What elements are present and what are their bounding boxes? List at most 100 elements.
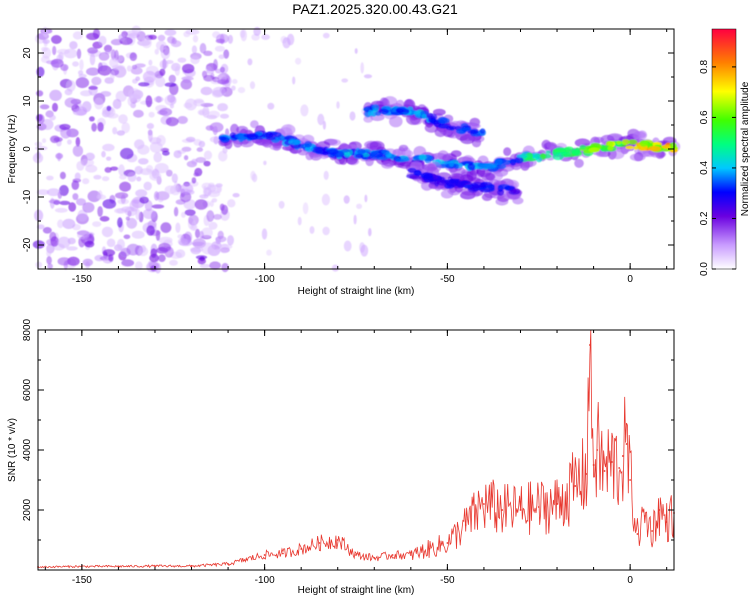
heatmap-cell: [130, 67, 143, 75]
heatmap-cell: [155, 76, 166, 88]
heatmap-cell: [42, 138, 47, 144]
y-tick-label: 8000: [22, 318, 33, 341]
heatmap-cell: [368, 228, 372, 237]
snr-data-point: [651, 530, 653, 532]
snr-data-point: [446, 542, 449, 544]
chart-title: PAZ1.2025.320.00.43.G21: [292, 1, 458, 17]
heatmap-cell: [150, 265, 157, 272]
heatmap-cell: [364, 194, 368, 203]
heatmap-cell: [354, 48, 358, 54]
heatmap-cell: [173, 206, 179, 217]
y-tick-label: 20: [22, 47, 33, 59]
heatmap-cell: [198, 230, 204, 239]
snr-data-point: [618, 467, 621, 469]
heatmap-cell: [174, 65, 180, 76]
heatmap-cell: [177, 57, 187, 63]
snr-data-point: [629, 479, 631, 481]
heatmap-cell: [240, 29, 247, 42]
heatmap-cell: [227, 199, 236, 208]
heatmap-cell: [552, 153, 564, 161]
snr-data-point: [300, 548, 303, 550]
heatmap-cell: [403, 157, 410, 162]
heatmap-cell: [67, 139, 72, 145]
heatmap-cell: [214, 45, 225, 52]
heatmap-cell: [153, 191, 160, 201]
x-tick-label: -50: [440, 274, 455, 285]
snr-plot-area: [38, 330, 674, 570]
heatmap-cell: [154, 48, 159, 55]
heatmap-cell: [504, 185, 516, 191]
heatmap-cell: [171, 173, 178, 183]
heatmap-cell: [201, 227, 213, 238]
heatmap-cell: [263, 160, 267, 166]
heatmap-cell: [116, 208, 124, 214]
heatmap-cell: [191, 177, 197, 184]
snr-data-point: [227, 563, 230, 565]
heatmap-cell: [416, 113, 422, 118]
heatmap-cell: [218, 54, 225, 60]
heatmap-cell: [41, 46, 48, 52]
heatmap-cell: [126, 217, 138, 229]
heatmap-cell: [227, 235, 234, 246]
heatmap-cell: [317, 113, 325, 126]
heatmap-cell: [467, 129, 479, 135]
heatmap-cell: [52, 45, 57, 56]
spectrogram-x-label: Height of straight line (km): [298, 286, 415, 297]
heatmap-cell: [446, 180, 458, 187]
snr-data-point: [643, 515, 646, 517]
heatmap-cell: [46, 188, 61, 197]
heatmap-cell: [593, 136, 605, 144]
heatmap-cell: [175, 249, 186, 259]
heatmap-cell: [125, 216, 130, 221]
heatmap-cell: [62, 218, 76, 229]
heatmap-cell: [77, 209, 88, 222]
heatmap-cell: [355, 153, 364, 158]
heatmap-cell: [322, 226, 330, 236]
heatmap-cell: [288, 139, 302, 145]
heatmap-cell: [195, 157, 207, 163]
heatmap-cell: [157, 110, 168, 115]
heatmap-cell: [480, 163, 493, 169]
heatmap-cell: [102, 249, 116, 257]
heatmap-cell: [138, 82, 150, 87]
heatmap-cell: [107, 113, 119, 119]
snr-series-line: [37, 329, 675, 569]
heatmap-cell: [479, 128, 486, 134]
heatmap-cell: [579, 145, 587, 150]
heatmap-cell: [46, 175, 54, 181]
heatmap-cell: [250, 170, 256, 181]
heatmap-cell: [217, 79, 230, 85]
heatmap-cell: [116, 130, 126, 136]
heatmap-cell: [57, 257, 71, 266]
snr-data-point: [282, 552, 284, 555]
heatmap-cell: [326, 139, 341, 146]
heatmap-cell: [118, 114, 128, 124]
y-tick-label: 6000: [22, 378, 33, 401]
heatmap-cell: [57, 236, 71, 249]
heatmap-cell: [302, 202, 309, 215]
heatmap-cell: [190, 247, 202, 255]
heatmap-cell: [146, 123, 154, 130]
heatmap-cell: [420, 173, 434, 179]
heatmap-cell: [421, 114, 427, 119]
heatmap-cell: [104, 167, 112, 173]
heatmap-cell: [344, 152, 351, 158]
heatmap-cell: [485, 172, 496, 181]
x-tick-label: 0: [627, 274, 633, 285]
heatmap-cell: [369, 140, 385, 152]
heatmap-cell: [206, 210, 215, 223]
heatmap-cell: [461, 127, 472, 131]
heatmap-cell: [160, 222, 172, 233]
heatmap-cell: [633, 130, 642, 141]
heatmap-cell: [432, 108, 446, 116]
heatmap-cell: [78, 70, 84, 76]
heatmap-cell: [590, 142, 601, 149]
heatmap-cell: [381, 149, 390, 155]
heatmap-cell: [183, 155, 189, 161]
heatmap-cell: [300, 104, 309, 117]
heatmap-cell: [169, 259, 178, 266]
heatmap-cell: [92, 28, 101, 39]
heatmap-cell: [304, 141, 312, 148]
heatmap-cell: [343, 240, 352, 252]
snr-data-point: [537, 506, 540, 508]
